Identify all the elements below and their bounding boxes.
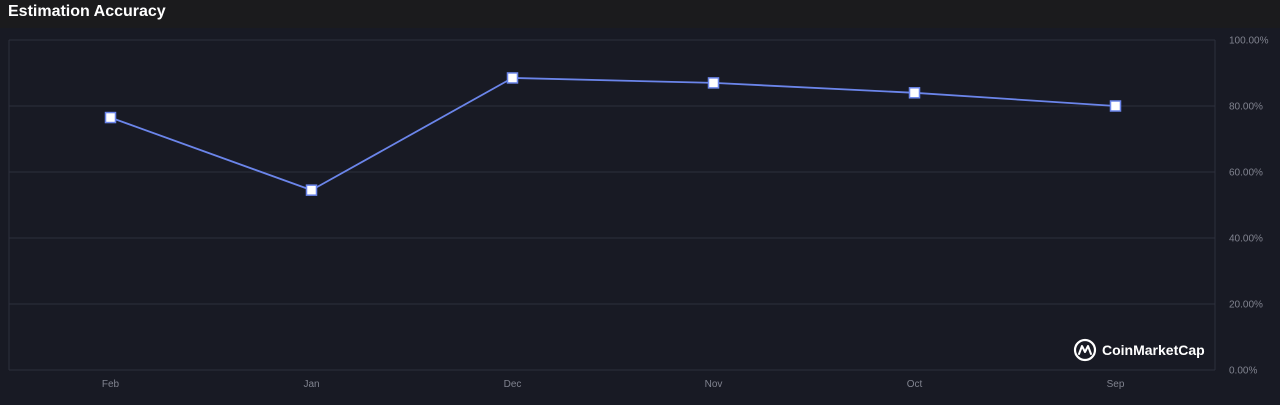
x-tick-label: Jan [303, 379, 319, 390]
chart-header: Estimation Accuracy [0, 0, 1280, 28]
data-point-marker [305, 184, 318, 196]
x-tick-label: Feb [102, 379, 120, 390]
coinmarketcap-logo-mark [1078, 345, 1092, 355]
series-layer [104, 72, 1122, 196]
chart-title: Estimation Accuracy [8, 3, 166, 20]
y-tick-label: 40.00% [1229, 234, 1263, 245]
data-point-marker [1109, 100, 1122, 112]
y-tick-label: 100.00% [1229, 36, 1269, 47]
grid-layer [8, 39, 1216, 371]
data-point-marker [104, 111, 117, 124]
coinmarketcap-watermark: CoinMarketCap [1073, 338, 1205, 362]
coinmarketcap-logo-icon [1073, 338, 1097, 362]
x-tick-label: Dec [504, 379, 522, 390]
x-tick-label: Sep [1107, 379, 1125, 390]
data-point-marker [908, 87, 921, 99]
y-tick-label: 0.00% [1229, 366, 1257, 377]
y-axis-ticks: 0.00% 20.00% 40.00% 60.00% 80.00% 100.00% [1229, 36, 1269, 377]
data-point-marker [707, 77, 720, 89]
y-tick-label: 60.00% [1229, 168, 1263, 179]
y-tick-label: 80.00% [1229, 102, 1263, 113]
x-axis-ticks: Feb Jan Dec Nov Oct Sep [102, 379, 1125, 390]
data-point-marker [506, 72, 519, 84]
series-line [110, 77, 1116, 192]
x-tick-label: Nov [705, 379, 723, 390]
y-tick-label: 20.00% [1229, 300, 1263, 311]
watermark-label: CoinMarketCap [1102, 342, 1205, 358]
x-tick-label: Oct [907, 379, 923, 390]
